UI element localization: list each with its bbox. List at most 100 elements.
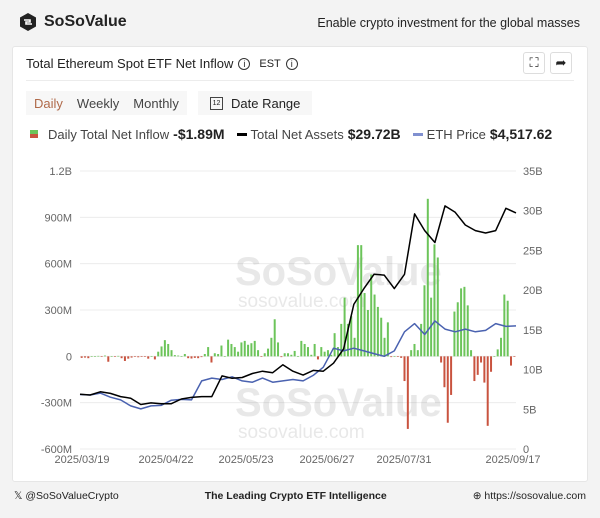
footer-handle[interactable]: 𝕏 @SoSoValueCrypto — [14, 490, 119, 502]
inflow-bar — [350, 316, 353, 357]
inflow-bar — [390, 356, 393, 358]
inflow-bar — [107, 356, 110, 362]
inflow-bar — [433, 244, 436, 357]
inflow-bar — [450, 356, 453, 395]
legend-inflow-label[interactable]: Daily Total Net Inflow — [48, 126, 170, 142]
inflow-bar — [380, 317, 383, 357]
y-right-tick-label: 20B — [523, 285, 543, 297]
timezone-info-icon[interactable]: i — [285, 57, 298, 70]
inflow-bar — [490, 356, 493, 372]
total-net-assets-line — [79, 205, 517, 406]
footer-url[interactable]: ⊕ https://sosovalue.com — [473, 490, 586, 502]
info-icon[interactable]: i — [238, 57, 251, 70]
inflow-bar — [416, 350, 419, 357]
inflow-bar — [496, 349, 499, 357]
share-button[interactable]: ➦ — [550, 52, 572, 74]
inflow-bar — [93, 356, 96, 357]
inflow-bar — [356, 245, 359, 357]
y-left-tick-label: -300M — [41, 398, 72, 410]
inflow-bar — [473, 356, 476, 382]
inflow-bar — [370, 274, 373, 357]
inflow-bar — [177, 355, 180, 357]
inflow-bar — [330, 354, 333, 357]
inflow-bar — [373, 294, 376, 357]
legend-price-value: $4,517.62 — [489, 126, 553, 142]
inflow-bar — [280, 356, 283, 358]
inflow-bar — [83, 356, 86, 358]
inflow-bar — [306, 347, 309, 357]
inflow-bar — [476, 356, 479, 375]
inflow-bar — [197, 356, 200, 359]
brand-logo: SoSoValue — [18, 12, 127, 32]
inflow-bar — [443, 356, 446, 388]
inflow-bar — [336, 347, 339, 357]
chart-title-row: Total Ethereum Spot ETF Net Inflow i EST… — [26, 56, 298, 71]
inflow-bar — [223, 356, 226, 357]
divider — [26, 80, 574, 81]
timezone-label: EST — [259, 57, 281, 70]
y-right-tick-label: 10B — [523, 365, 543, 377]
inflow-bar — [270, 337, 273, 357]
inflow-bar — [97, 355, 100, 357]
y-right-tick-label: 0 — [523, 444, 529, 456]
y-right-tick-label: 5B — [523, 404, 536, 416]
inflow-bar — [210, 356, 213, 363]
inflow-bar — [310, 354, 313, 357]
inflow-bar — [346, 323, 349, 357]
inflow-bar — [203, 354, 206, 357]
inflow-bar — [326, 350, 329, 357]
website-link: https://sosovalue.com — [484, 490, 586, 502]
inflow-bar — [277, 342, 280, 357]
calendar-icon: 12 — [210, 96, 223, 110]
inflow-bar — [90, 356, 93, 357]
y-left-tick-label: 600M — [44, 259, 72, 271]
x-tick-label: 2025/06/27 — [299, 454, 354, 466]
inflow-bar — [463, 286, 466, 357]
tab-daily[interactable]: Daily — [34, 95, 63, 111]
tab-monthly[interactable]: Monthly — [133, 95, 179, 111]
x-tick-label: 2025/03/19 — [54, 454, 109, 466]
inflow-bar — [290, 354, 293, 357]
inflow-bar — [183, 354, 186, 357]
x-tick-label: 2025/09/17 — [485, 454, 540, 466]
fullscreen-icon: ⛶ — [529, 55, 539, 70]
legend-inflow-value: -$1.89M — [173, 126, 225, 142]
inflow-bar — [413, 343, 416, 357]
legend-assets-value: $29.72B — [347, 126, 401, 142]
inflow-bar — [87, 356, 90, 359]
legend-assets-label[interactable]: Total Net Assets — [250, 126, 344, 142]
watermark-url: sosovalue.com — [238, 291, 365, 312]
inflow-bar — [423, 285, 426, 357]
inflow-bar — [287, 353, 290, 357]
inflow-bar — [360, 245, 363, 357]
inflow-bar — [316, 356, 319, 360]
date-range-button[interactable]: 12 Date Range — [198, 91, 313, 115]
inflow-bar — [426, 198, 429, 357]
inflow-bar — [396, 356, 399, 357]
inflow-bar — [217, 354, 220, 357]
inflow-bar — [233, 347, 236, 357]
inflow-bar — [170, 350, 173, 357]
inflow-bar — [123, 356, 126, 361]
inflow-bar — [483, 356, 486, 383]
inflow-bar — [147, 356, 150, 359]
inflow-bar — [237, 351, 240, 357]
y-right-tick-label: 15B — [523, 325, 543, 337]
eth-price-line — [79, 320, 517, 410]
inflow-bar — [510, 356, 513, 366]
inflow-bar — [80, 356, 83, 358]
inflow-bar — [150, 356, 153, 357]
inflow-bar — [253, 340, 256, 357]
globe-icon: ⊕ — [472, 490, 482, 502]
inflow-bar — [220, 345, 223, 357]
legend-price-label[interactable]: ETH Price — [426, 126, 486, 142]
fullscreen-button[interactable]: ⛶ — [523, 52, 545, 74]
sosovalue-logo-icon — [20, 13, 36, 31]
inflow-bar — [110, 356, 113, 357]
tab-weekly[interactable]: Weekly — [76, 95, 120, 111]
inflow-bar — [340, 323, 343, 357]
inflow-bar — [250, 343, 253, 357]
inflow-bar — [403, 356, 406, 382]
inflow-bar — [130, 356, 133, 358]
